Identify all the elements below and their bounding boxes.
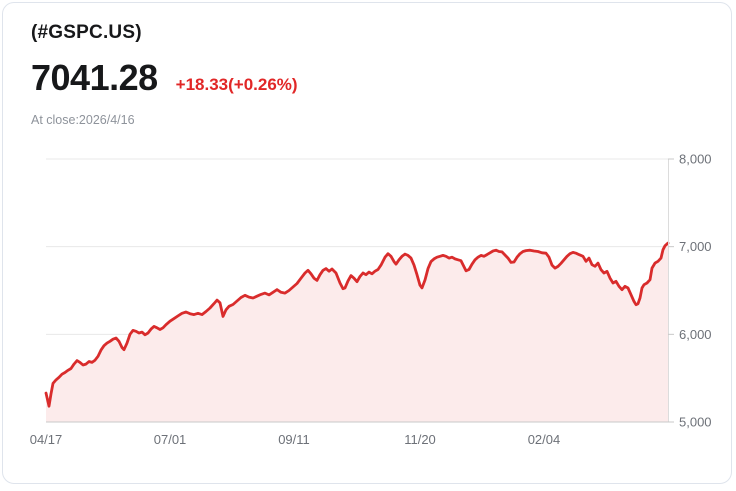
symbol-title: (#GSPC.US) xyxy=(31,22,142,43)
last-price: 7041.28 xyxy=(31,57,158,98)
area-fill xyxy=(46,243,668,422)
x-axis-label: 04/17 xyxy=(30,432,63,447)
as-of-date: At close:2026/4/16 xyxy=(31,113,135,127)
x-axis-label: 11/20 xyxy=(404,432,436,447)
price-area-chart: 5,000 6,000 7,000 8,000 04/17 07/01 09/11 11/20… xyxy=(30,152,712,448)
x-axis-label: 02/04 xyxy=(528,432,561,447)
y-axis-label: 6,000 xyxy=(679,327,712,342)
x-axis-label: 09/11 xyxy=(278,432,310,447)
quote-card: (#GSPC.US) 7041.28 +18.33(+0.26%) At clo… xyxy=(2,2,732,484)
price-line xyxy=(44,241,670,408)
quote-header: (#GSPC.US) 7041.28 +18.33(+0.26%) At clo… xyxy=(31,22,298,127)
x-axis-label: 07/01 xyxy=(154,432,187,447)
y-axis-label: 8,000 xyxy=(679,152,712,167)
y-axis-label: 5,000 xyxy=(679,415,712,430)
y-axis-label: 7,000 xyxy=(679,239,712,254)
price-change: +18.33(+0.26%) xyxy=(175,75,298,94)
price-row: 7041.28 +18.33(+0.26%) xyxy=(31,57,298,99)
